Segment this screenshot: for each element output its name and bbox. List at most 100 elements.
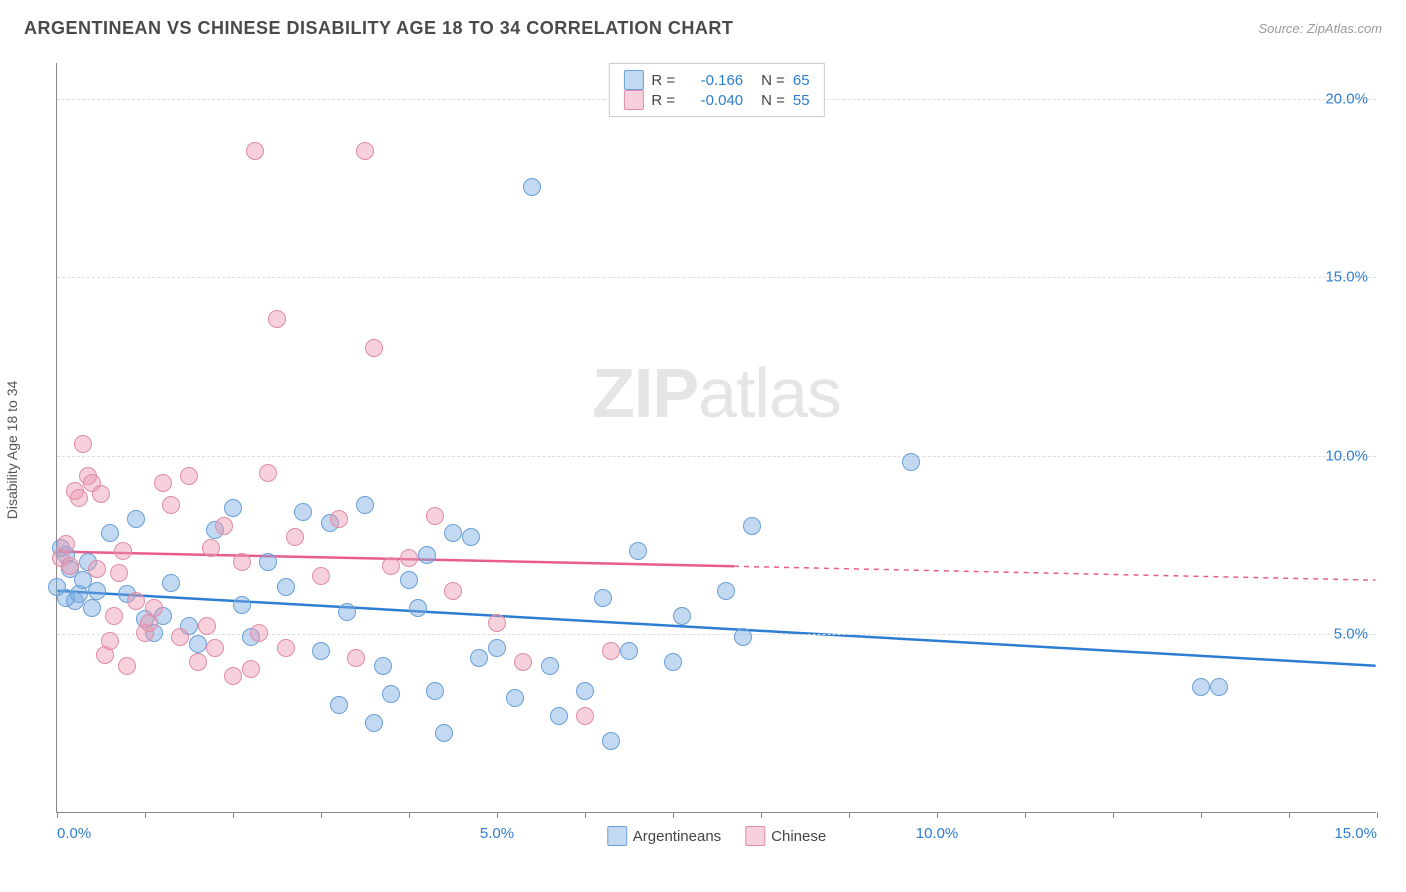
scatter-point [576, 682, 594, 700]
chart-title: ARGENTINEAN VS CHINESE DISABILITY AGE 18… [24, 18, 733, 39]
x-tick-label: 0.0% [57, 825, 91, 842]
x-minor-tick [1113, 812, 1114, 818]
legend-swatch [623, 90, 643, 110]
scatter-point [514, 653, 532, 671]
scatter-point [400, 571, 418, 589]
scatter-point [717, 582, 735, 600]
legend-swatch [623, 70, 643, 90]
n-label: N = [761, 72, 785, 89]
r-value: -0.166 [683, 72, 743, 89]
scatter-point [286, 528, 304, 546]
scatter-point [462, 528, 480, 546]
scatter-point [224, 667, 242, 685]
n-value: 55 [793, 92, 810, 109]
scatter-point [88, 582, 106, 600]
x-tick-mark [497, 812, 498, 818]
scatter-point [743, 517, 761, 535]
scatter-point [338, 603, 356, 621]
gridline [57, 456, 1376, 457]
scatter-point [189, 653, 207, 671]
scatter-point [118, 657, 136, 675]
x-minor-tick [1025, 812, 1026, 818]
scatter-point [246, 142, 264, 160]
n-label: N = [761, 92, 785, 109]
scatter-point [154, 474, 172, 492]
scatter-point [382, 557, 400, 575]
legend-label: Argentineans [633, 828, 721, 845]
scatter-point [180, 467, 198, 485]
scatter-point [189, 635, 207, 653]
scatter-point [435, 724, 453, 742]
scatter-point [734, 628, 752, 646]
source-attribution: Source: ZipAtlas.com [1258, 21, 1382, 36]
series-legend: Argentineans Chinese [607, 826, 826, 846]
n-value: 65 [793, 72, 810, 89]
scatter-point [206, 639, 224, 657]
scatter-point [145, 599, 163, 617]
scatter-point [629, 542, 647, 560]
scatter-point [277, 639, 295, 657]
x-tick-label: 5.0% [480, 825, 514, 842]
x-minor-tick [585, 812, 586, 818]
scatter-point [110, 564, 128, 582]
x-minor-tick [321, 812, 322, 818]
scatter-point [61, 557, 79, 575]
legend-stat-row: R =-0.040N =55 [623, 90, 809, 110]
x-minor-tick [233, 812, 234, 818]
scatter-point [444, 582, 462, 600]
y-tick-label: 15.0% [1325, 269, 1368, 286]
scatter-point [259, 553, 277, 571]
scatter-point [294, 503, 312, 521]
scatter-point [312, 567, 330, 585]
x-minor-tick [849, 812, 850, 818]
r-value: -0.040 [683, 92, 743, 109]
scatter-point [541, 657, 559, 675]
scatter-point [101, 632, 119, 650]
trend-lines [57, 63, 1376, 812]
scatter-point [268, 310, 286, 328]
scatter-point [426, 507, 444, 525]
scatter-point [127, 510, 145, 528]
scatter-point [550, 707, 568, 725]
scatter-point [330, 696, 348, 714]
x-minor-tick [673, 812, 674, 818]
scatter-point [382, 685, 400, 703]
scatter-point [233, 596, 251, 614]
scatter-point [620, 642, 638, 660]
legend-item: Chinese [745, 826, 826, 846]
chart-container: Disability Age 18 to 34 ZIPatlas R =-0.1… [24, 55, 1384, 845]
x-tick-mark [57, 812, 58, 818]
scatter-point [224, 499, 242, 517]
scatter-point [330, 510, 348, 528]
scatter-point [92, 485, 110, 503]
x-minor-tick [1289, 812, 1290, 818]
x-tick-label: 15.0% [1334, 825, 1377, 842]
scatter-point [426, 682, 444, 700]
scatter-point [215, 517, 233, 535]
watermark-bold: ZIP [592, 354, 698, 432]
scatter-point [162, 574, 180, 592]
scatter-point [233, 553, 251, 571]
scatter-point [400, 549, 418, 567]
scatter-point [602, 642, 620, 660]
y-tick-label: 5.0% [1334, 626, 1368, 643]
scatter-point [242, 660, 260, 678]
scatter-point [1210, 678, 1228, 696]
x-tick-label: 10.0% [916, 825, 959, 842]
scatter-point [576, 707, 594, 725]
gridline [57, 277, 1376, 278]
scatter-point [506, 689, 524, 707]
scatter-point [356, 142, 374, 160]
scatter-point [88, 560, 106, 578]
scatter-point [664, 653, 682, 671]
legend-swatch [607, 826, 627, 846]
scatter-point [418, 546, 436, 564]
scatter-point [57, 535, 75, 553]
scatter-point [365, 714, 383, 732]
scatter-point [356, 496, 374, 514]
x-tick-mark [937, 812, 938, 818]
scatter-point [673, 607, 691, 625]
r-label: R = [651, 72, 675, 89]
y-tick-label: 20.0% [1325, 90, 1368, 107]
scatter-point [114, 542, 132, 560]
